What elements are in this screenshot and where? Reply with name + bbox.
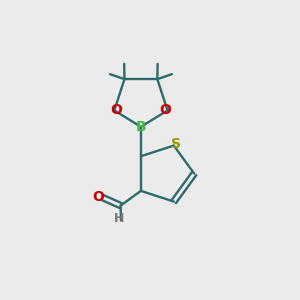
Text: H: H [114, 212, 124, 225]
Text: O: O [111, 103, 123, 117]
Text: S: S [171, 137, 181, 151]
Text: B: B [136, 120, 146, 134]
Text: O: O [92, 190, 104, 204]
Text: O: O [159, 103, 171, 117]
